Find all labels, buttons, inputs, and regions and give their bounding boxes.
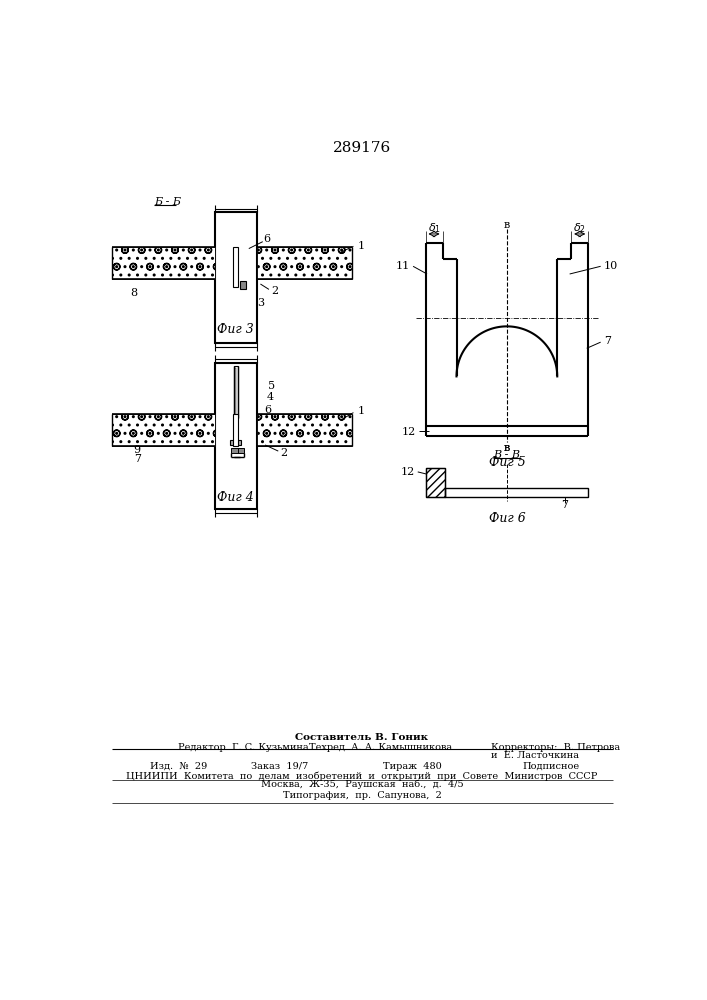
Text: 7: 7	[561, 500, 568, 510]
Bar	[233, 247, 238, 287]
Bar	[257, 247, 352, 279]
Bar	[112, 414, 215, 446]
Bar	[112, 247, 215, 279]
Text: 2: 2	[280, 448, 287, 458]
Text: Фиг 4: Фиг 4	[217, 491, 254, 504]
Text: 6: 6	[263, 234, 270, 244]
Text: Типография,  пр.  Сапунова,  2: Типография, пр. Сапунова, 2	[283, 791, 441, 800]
Text: Москва,  Ж-35,  Раушская  наб.,  д.  4/5: Москва, Ж-35, Раушская наб., д. 4/5	[261, 780, 463, 789]
Text: 3: 3	[257, 298, 264, 308]
Text: 12: 12	[402, 427, 416, 437]
Text: Редактор  Г. С. Кузьмина: Редактор Г. С. Кузьмина	[177, 743, 308, 752]
Bar	[257, 414, 352, 446]
Bar	[231, 448, 240, 453]
Text: 10: 10	[604, 261, 618, 271]
Text: 289176: 289176	[333, 141, 391, 155]
Text: в: в	[504, 443, 510, 453]
Text: 12: 12	[400, 467, 414, 477]
Text: Фиг 6: Фиг 6	[489, 512, 525, 525]
Bar	[234, 366, 238, 418]
Text: В - В: В - В	[493, 450, 520, 460]
Text: 7: 7	[604, 336, 611, 346]
Text: 1: 1	[358, 241, 366, 251]
Text: 7: 7	[134, 454, 141, 464]
Text: Изд.  №  29: Изд. № 29	[151, 762, 208, 771]
Bar	[235, 368, 236, 416]
Text: в: в	[504, 443, 510, 453]
Text: Фиг 3: Фиг 3	[217, 323, 254, 336]
Text: 8: 8	[130, 288, 137, 298]
Bar	[445, 488, 588, 497]
Text: Корректоры:  В. Петрова: Корректоры: В. Петрова	[491, 743, 621, 752]
Text: 6: 6	[264, 405, 271, 415]
Text: и  Е. Ласточкина: и Е. Ласточкина	[491, 751, 579, 760]
Text: 1: 1	[358, 406, 366, 416]
Text: 2: 2	[271, 286, 278, 296]
Text: Б - Б: Б - Б	[154, 197, 181, 207]
Text: 11: 11	[396, 261, 410, 271]
Text: Тираж  480: Тираж 480	[383, 762, 442, 771]
Text: 9: 9	[134, 445, 141, 455]
Bar	[238, 448, 244, 453]
Text: $\delta_1$: $\delta_1$	[428, 221, 440, 235]
Text: в: в	[504, 220, 510, 230]
Bar	[215, 212, 257, 343]
Text: ЦНИИПИ  Комитета  по  делам  изобретений  и  открытий  при  Совете  Министров  С: ЦНИИПИ Комитета по делам изобретений и о…	[127, 771, 597, 781]
Text: Фиг 5: Фиг 5	[489, 456, 525, 469]
Bar	[233, 414, 238, 446]
Bar	[230, 440, 241, 445]
Bar	[426, 468, 445, 497]
Text: Подписное: Подписное	[522, 762, 580, 771]
Bar	[215, 363, 257, 509]
Bar	[426, 468, 445, 497]
Text: Заказ  19/7: Заказ 19/7	[251, 762, 308, 771]
Text: Составитель В. Гоник: Составитель В. Гоник	[296, 733, 428, 742]
Bar	[240, 281, 246, 289]
Text: $\delta_2$: $\delta_2$	[573, 221, 586, 235]
Text: 4: 4	[267, 392, 274, 402]
Text: Техред  А. А. Камышникова: Техред А. А. Камышникова	[309, 743, 452, 752]
Text: 5: 5	[269, 381, 276, 391]
